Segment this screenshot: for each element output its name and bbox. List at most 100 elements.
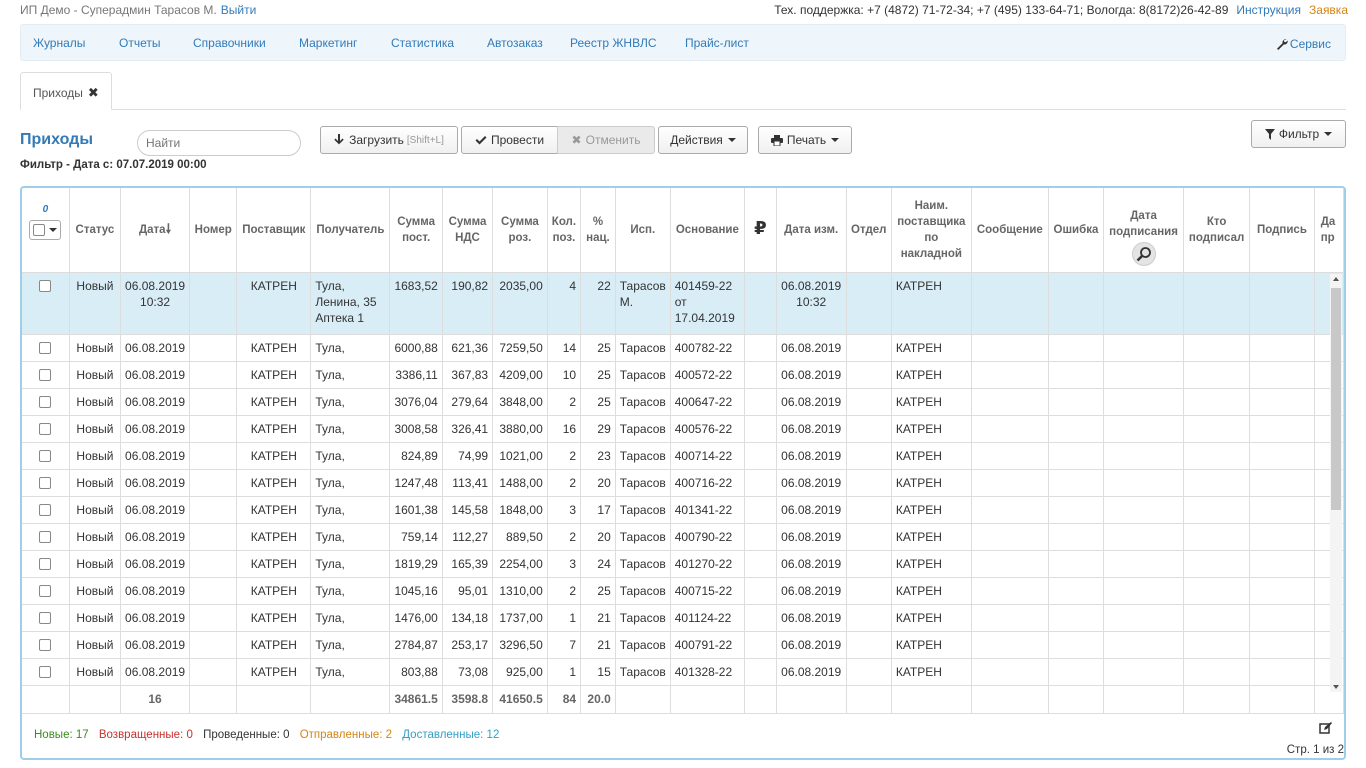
row-checkbox[interactable] [39,450,52,463]
cell-vat: 145,58 [442,496,494,524]
col-ruble[interactable]: ₽ [744,188,777,273]
vertical-scrollbar[interactable] [1330,274,1342,692]
row-checkbox[interactable] [39,342,52,355]
table-row[interactable]: Новый 06.08.2019 КАТРЕН Тула, 759,14 112,27 88… [22,523,1344,551]
col-date-label: Дата [138,224,166,237]
row-checkbox[interactable] [39,666,52,679]
conduct-button[interactable]: Провести [461,126,558,154]
table-row[interactable]: Новый 06.08.2019 КАТРЕН Тула, 803,88 73,08 925… [22,658,1344,686]
col-message[interactable]: Сообщение [971,188,1049,273]
table-row[interactable]: Новый 06.08.2019 КАТРЕН Тула, 2784,87 253,17 3… [22,631,1344,659]
cell-error [1048,523,1105,551]
cell-sum-retail: 7259,50 [492,334,548,362]
scroll-down-icon[interactable] [1333,685,1339,689]
row-checkbox[interactable] [39,369,52,382]
row-checkbox[interactable] [39,558,52,571]
row-checkbox[interactable] [39,585,52,598]
nav-statistics[interactable]: Статистика [391,36,455,50]
col-extra[interactable]: Да пр [1314,188,1344,273]
row-checkbox[interactable] [39,477,52,490]
tab-incoming[interactable]: Приходы ✖ [20,72,112,110]
table-row[interactable]: Новый 06.08.2019 КАТРЕН Тула, 1045,16 95,01 13… [22,577,1344,605]
stat-conducted[interactable]: Проведенные: 0 [203,729,290,741]
close-icon[interactable]: ✖ [87,85,99,100]
col-markup[interactable]: % нац. [580,188,616,273]
col-status[interactable]: Статус [69,188,122,273]
filter-dropdown[interactable]: Фильтр [1251,120,1346,148]
actions-dropdown[interactable]: Действия [658,126,748,154]
nav-marketing[interactable]: Маркетинг [299,36,358,50]
row-checkbox[interactable] [39,504,52,517]
row-checkbox[interactable] [39,612,52,625]
row-checkbox[interactable] [39,396,52,409]
scrollbar-thumb[interactable] [1331,288,1341,510]
nav-journals[interactable]: Журналы [33,36,86,50]
nav-directories[interactable]: Справочники [193,36,266,50]
col-sum-in[interactable]: Сумма пост. [389,188,443,273]
col-executor[interactable]: Исп. [615,188,671,273]
col-dept[interactable]: Отдел [846,188,892,273]
col-basis[interactable]: Основание [670,188,745,273]
nav-autoorder[interactable]: Автозаказ [487,36,543,50]
cell-error [1048,604,1105,632]
table-row[interactable]: Новый 06.08.2019 КАТРЕН Тула, 3076,04 279,64 3… [22,388,1344,416]
col-supplier[interactable]: Поставщик [236,188,312,273]
edit-columns-icon[interactable] [1319,722,1332,735]
stat-delivered[interactable]: Доставленные: 12 [402,729,500,741]
cancel-button[interactable]: ✖ Отменить [557,126,655,154]
table-row[interactable]: Новый 06.08.2019 КАТРЕН Тула, 6000,88 621,36 7… [22,334,1344,362]
cell-message [971,631,1049,659]
cell-basis: 400716-22 [670,469,745,497]
nav-reports[interactable]: Отчеты [119,36,161,50]
table-row[interactable]: Новый 06.08.2019 КАТРЕН Тула, 1247,48 113,41 1… [22,469,1344,497]
col-date-mod[interactable]: Дата изм. [776,188,847,273]
nav-service[interactable]: Сервис [1276,36,1331,51]
load-button[interactable]: Загрузить [Shift+L] [320,126,458,154]
col-sign-date[interactable]: Дата подписания [1103,188,1185,273]
col-error[interactable]: Ошибка [1048,188,1105,273]
table-row[interactable]: Новый 06.08.2019 10:32 КАТРЕН Тула, Ленина,… [22,272,1344,335]
total-vat: 3598.8 [442,684,494,714]
stat-sent[interactable]: Отправленные: 2 [299,729,393,741]
row-checkbox[interactable] [39,280,52,293]
cell-markup: 25 [580,361,616,389]
cell-signature [1249,523,1315,551]
cell-sign-date [1103,442,1185,470]
table-row[interactable]: Новый 06.08.2019 КАТРЕН Тула, 3386,11 367,83 4… [22,361,1344,389]
search-input[interactable] [137,130,301,156]
col-signed-by[interactable]: Кто подписал [1183,188,1251,273]
select-all-dropdown[interactable] [29,220,62,240]
col-date[interactable]: Дата🠗 [120,188,191,273]
col-signature[interactable]: Подпись [1249,188,1315,273]
cell-sign-date [1103,361,1185,389]
magnifier-icon[interactable] [1131,242,1156,266]
table-row[interactable]: Новый 06.08.2019 КАТРЕН Тула, 1476,00 134,18 1… [22,604,1344,632]
request-link[interactable]: Заявка [1309,3,1348,17]
col-supplier-name[interactable]: Наим. поставщика по накладной [891,188,972,273]
row-checkbox[interactable] [39,423,52,436]
stat-returned[interactable]: Возвращенные: 0 [98,729,193,741]
cell-sum-retail: 1021,00 [492,442,548,470]
col-recipient[interactable]: Получатель [310,188,391,273]
select-all-checkbox[interactable] [33,224,46,236]
stat-new[interactable]: Новые: 17 [34,729,89,741]
cell-date-mod: 06.08.2019 [776,334,847,362]
col-vat[interactable]: Сумма НДС [442,188,494,273]
row-checkbox[interactable] [39,531,52,544]
table-row[interactable]: Новый 06.08.2019 КАТРЕН Тула, 3008,58 326,41 3… [22,415,1344,443]
instruction-link[interactable]: Инструкция [1236,3,1302,17]
table-row[interactable]: Новый 06.08.2019 КАТРЕН Тула, 1819,29 165,39 2… [22,550,1344,578]
col-qty[interactable]: Кол. поз. [547,188,582,273]
cell-markup: 20 [580,469,616,497]
scroll-up-icon[interactable] [1333,277,1339,281]
row-checkbox[interactable] [39,639,52,652]
table-row[interactable]: Новый 06.08.2019 КАТРЕН Тула, 824,89 74,99 102… [22,442,1344,470]
select-all-cell: 0 [22,188,70,273]
nav-registry[interactable]: Реестр ЖНВЛС [570,36,657,50]
nav-pricelist[interactable]: Прайс-лист [685,36,749,50]
col-number[interactable]: Номер [189,188,238,273]
logout-link[interactable]: Выйти [220,3,257,17]
col-sum-retail[interactable]: Сумма роз. [492,188,548,273]
table-row[interactable]: Новый 06.08.2019 КАТРЕН Тула, 1601,38 145,58 1… [22,496,1344,524]
print-dropdown[interactable]: Печать [758,126,852,154]
